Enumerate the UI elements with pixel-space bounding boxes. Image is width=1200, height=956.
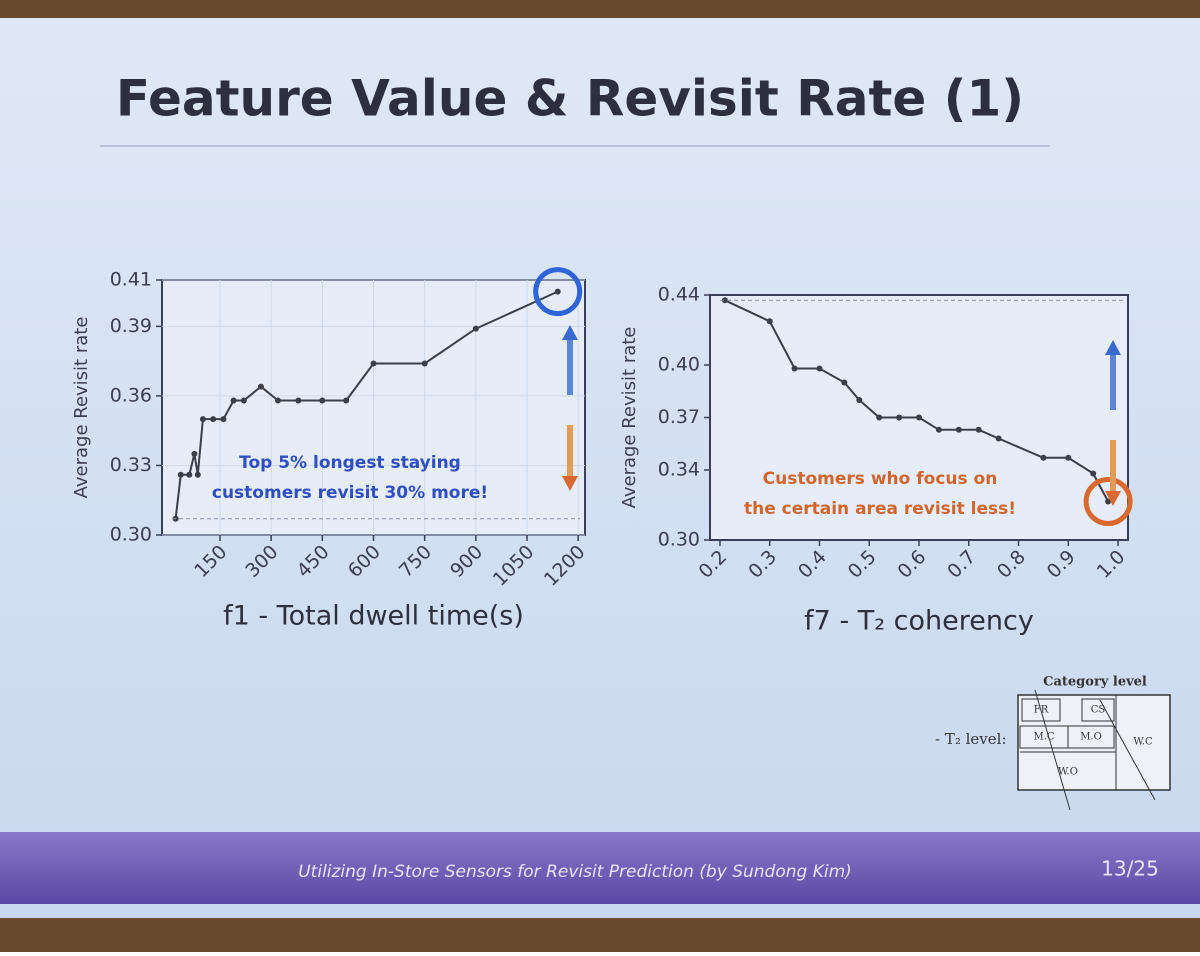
- annotation: Top 5% longest staying: [239, 453, 461, 473]
- diagram-arrow: [1099, 699, 1156, 801]
- y-tick-label: 0.40: [658, 354, 700, 376]
- t2-diagram: Category level - T₂ level: FR CS M.C M.O…: [935, 675, 1171, 811]
- data-point: [230, 397, 237, 404]
- diagram-box-label: CS: [1091, 705, 1106, 716]
- y-tick-label: 0.41: [110, 269, 152, 291]
- footer-text: Utilizing In-Store Sensors for Revisit P…: [298, 862, 852, 882]
- annotation: customers revisit 30% more!: [212, 483, 488, 503]
- x-axis-label: f1 - Total dwell time(s): [223, 601, 524, 632]
- data-point: [896, 414, 903, 421]
- data-point: [1040, 454, 1047, 461]
- data-point: [1065, 454, 1072, 461]
- data-point: [856, 397, 863, 403]
- diagram-box-label: FR: [1034, 705, 1049, 716]
- arrow-head: [562, 325, 578, 340]
- y-tick-label: 0.30: [110, 524, 152, 546]
- y-tick-label: 0.36: [110, 384, 152, 406]
- data-point: [177, 471, 184, 478]
- data-point: [816, 365, 823, 372]
- data-point: [955, 426, 962, 433]
- y-tick-label: 0.30: [658, 529, 700, 551]
- annotation: Customers who focus on: [763, 469, 998, 489]
- y-tick-label: 0.37: [658, 406, 700, 428]
- diagram-frame: [1017, 694, 1171, 791]
- arrow-head: [562, 476, 578, 491]
- y-tick-label: 0.34: [658, 459, 700, 481]
- y-tick-label: 0.33: [110, 454, 152, 476]
- annotation: the certain area revisit less!: [744, 499, 1016, 519]
- data-point: [421, 360, 428, 367]
- diagram-box-label: M.C: [1033, 732, 1054, 743]
- data-point: [199, 416, 206, 423]
- highlight-ring: [533, 267, 583, 317]
- diagram-box: [1067, 725, 1115, 749]
- y-axis-label: Average Revisit rate: [71, 317, 92, 499]
- data-point: [975, 426, 982, 433]
- data-point: [472, 325, 479, 332]
- data-point: [554, 288, 561, 295]
- data-point: [240, 397, 247, 404]
- arrow-head: [1105, 340, 1121, 355]
- data-point: [791, 365, 798, 372]
- diagram-label: - T₂ level:: [935, 730, 1007, 748]
- y-axis-label: Average Revisit rate: [619, 327, 640, 509]
- data-point: [186, 471, 193, 478]
- data-point: [319, 397, 326, 404]
- diagram-box-label: M.O: [1080, 732, 1102, 743]
- diagram-box-label: W.C: [1133, 737, 1153, 748]
- data-point: [1090, 470, 1097, 477]
- arrow-head: [1105, 491, 1121, 506]
- data-point: [274, 397, 281, 404]
- data-point: [841, 379, 848, 386]
- diagram-arrow: [1034, 689, 1071, 811]
- diagram-box: [1021, 698, 1061, 722]
- data-point: [191, 450, 198, 457]
- diagram-heading: Category level: [1043, 675, 1147, 690]
- data-point: [210, 416, 217, 423]
- x-axis-label: f7 - T₂ coherency: [804, 606, 1034, 637]
- data-point: [220, 416, 227, 423]
- data-point: [194, 471, 201, 478]
- data-point: [257, 383, 264, 390]
- footer-band: [0, 832, 1200, 904]
- data-point: [370, 360, 377, 367]
- slide-title: Feature Value & Revisit Rate (1): [116, 70, 1024, 128]
- data-point: [343, 397, 350, 404]
- data-point: [995, 435, 1002, 442]
- data-point: [721, 297, 728, 304]
- diagram-box-label: W.O: [1058, 767, 1078, 778]
- diagram-box: [1081, 698, 1115, 722]
- y-tick-label: 0.44: [658, 284, 700, 306]
- data-point: [766, 318, 773, 325]
- data-point: [916, 414, 922, 421]
- y-tick-label: 0.39: [110, 315, 152, 337]
- data-point: [876, 414, 883, 421]
- data-point: [295, 397, 302, 404]
- data-point: [935, 426, 942, 433]
- data-point: [1105, 498, 1112, 505]
- highlight-ring: [1083, 477, 1133, 526]
- page-number: 13/25: [1101, 857, 1159, 881]
